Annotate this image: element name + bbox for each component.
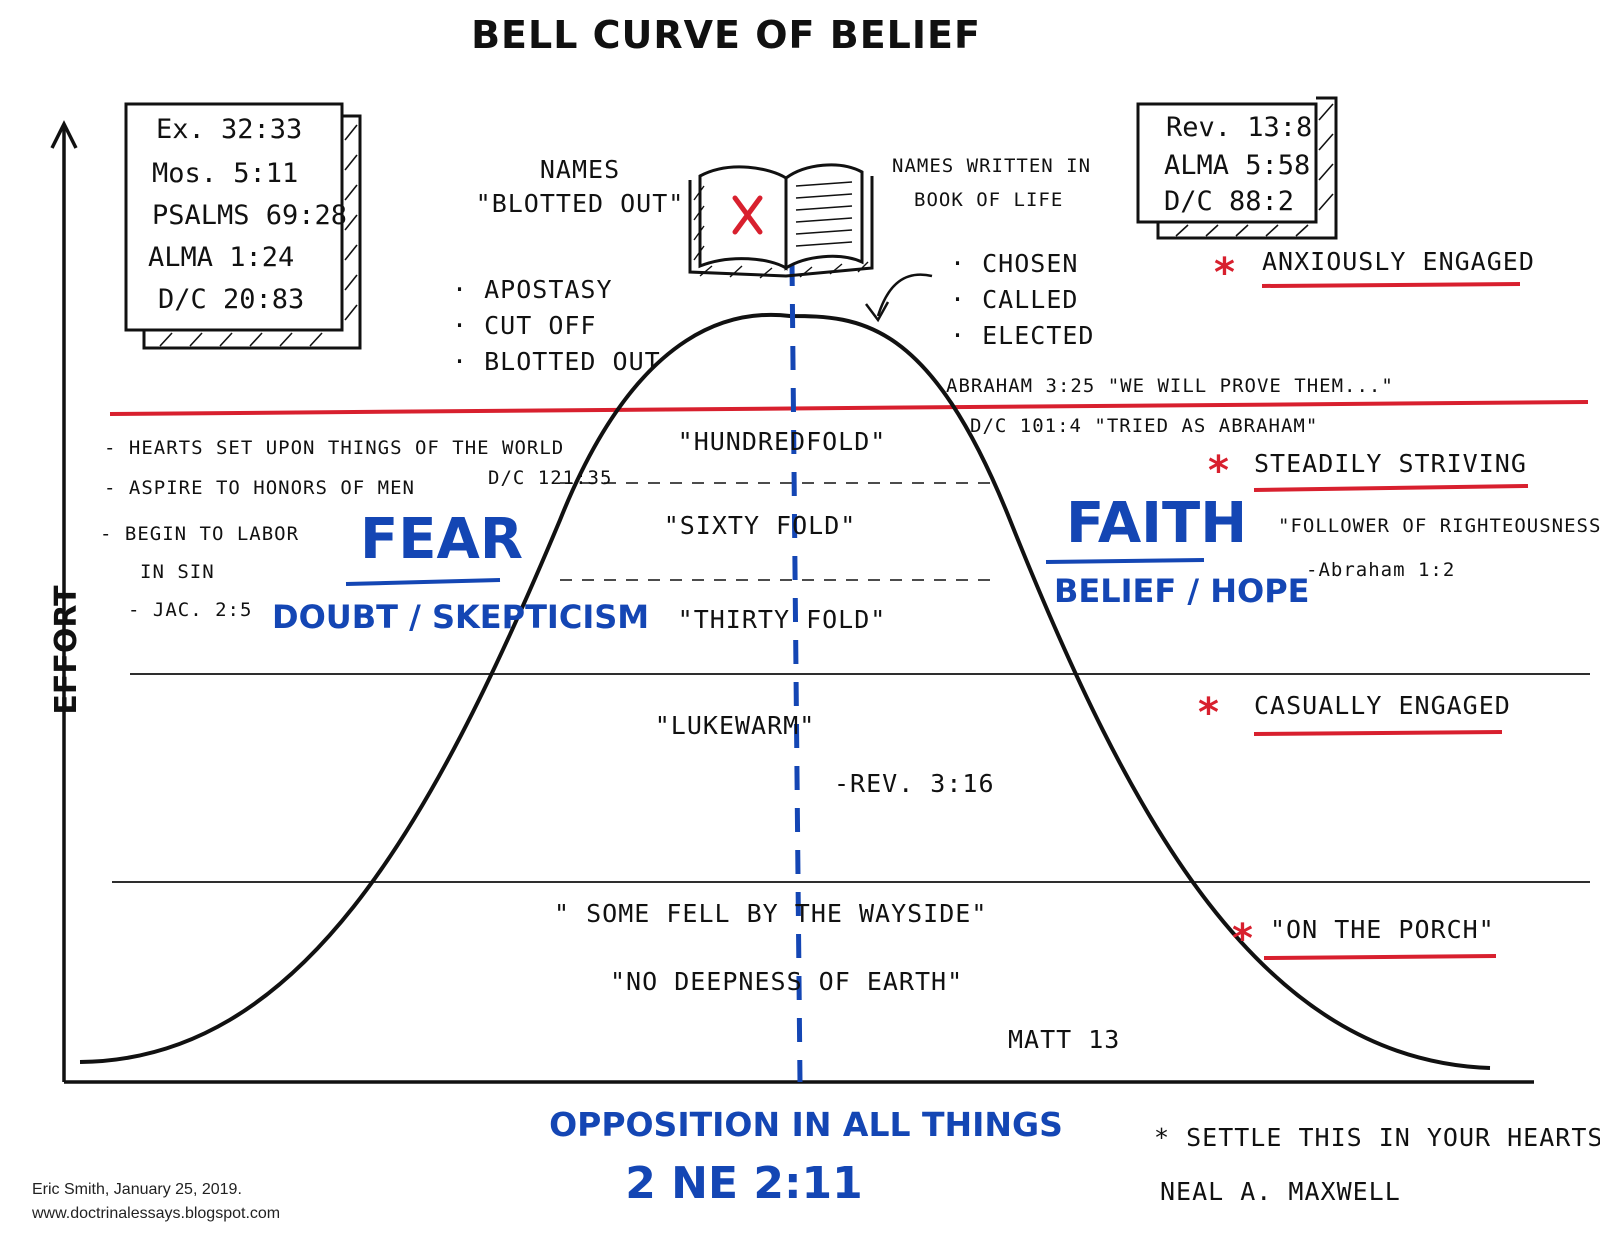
fear-label: FEAR xyxy=(360,507,523,572)
credit-line-1: Eric Smith, January 25, 2019. xyxy=(32,1181,242,1198)
axis-arrow-icon xyxy=(50,120,78,149)
wayside-quote: " SOME FELL BY THE WAYSIDE" xyxy=(554,899,987,928)
star-icon: * xyxy=(1232,916,1253,962)
left-ref-4: ALMA 1:24 xyxy=(148,242,294,273)
star-icon: * xyxy=(1214,250,1235,296)
belief-hope-label: BELIEF / HOPE xyxy=(1054,572,1310,610)
anxiously-underline xyxy=(1261,282,1521,288)
left-ref-3: PSALMS 69:28 xyxy=(152,200,347,231)
begin-labor-item: - BEGIN TO LABOR xyxy=(100,523,299,545)
left-ref-5: D/C 20:83 xyxy=(158,284,304,315)
anxiously-engaged-label: ANXIOUSLY ENGAGED xyxy=(1262,247,1535,276)
rev-ref: -REV. 3:16 xyxy=(834,769,995,798)
blotted-out-label: "BLOTTED OUT" xyxy=(476,189,685,218)
star-icon: * xyxy=(1198,690,1219,736)
doubt-skepticism-label: DOUBT / SKEPTICISM xyxy=(272,598,649,636)
sixtyfold-label: "SIXTY FOLD" xyxy=(664,511,857,540)
blotted-out-item: · BLOTTED OUT xyxy=(452,347,661,376)
on-the-porch-label: "ON THE PORCH" xyxy=(1270,915,1495,944)
chosen-item: · CHOSEN xyxy=(950,249,1078,278)
jac-ref: - JAC. 2:5 xyxy=(128,599,252,621)
follower-quote: "FOLLOWER OF RIGHTEOUSNESS" xyxy=(1278,515,1600,537)
lukewarm-label: "LUKEWARM" xyxy=(655,711,816,740)
dc-121-ref: D/C 121:35 xyxy=(488,467,612,489)
peak-arrow-icon xyxy=(876,273,933,317)
diagram-title: BELL CURVE OF BELIEF xyxy=(471,13,981,57)
names-label: NAMES xyxy=(540,155,620,184)
left-reference-box: Ex. 32:33 Mos. 5:11 PSALMS 69:28 ALMA 1:… xyxy=(124,102,362,350)
names-written-label: NAMES WRITTEN IN xyxy=(892,155,1091,177)
faith-label: FAITH xyxy=(1066,491,1247,556)
x-mark-icon xyxy=(732,195,763,235)
effort-axis: EFFORT xyxy=(49,120,84,1082)
thirtyfold-label: "THIRTY FOLD" xyxy=(678,605,887,634)
abraham-prove-line: ABRAHAM 3:25 "WE WILL PROVE THEM..." xyxy=(946,375,1394,397)
book-of-life-label: BOOK OF LIFE xyxy=(914,189,1063,211)
follower-ref: -Abraham 1:2 xyxy=(1306,559,1455,581)
opposition-label: OPPOSITION IN ALL THINGS xyxy=(549,1105,1063,1144)
settle-quote: * SETTLE THIS IN YOUR HEARTS xyxy=(1154,1123,1600,1152)
ne-ref-label: 2 NE 2:11 xyxy=(625,1158,863,1209)
hundredfold-label: "HUNDREDFOLD" xyxy=(678,427,887,456)
credit-line-2: www.doctrinalessays.blogspot.com xyxy=(31,1205,280,1222)
maxwell-attribution: NEAL A. MAXWELL xyxy=(1160,1177,1401,1206)
tried-as-abraham-line: D/C 101:4 "TRIED AS ABRAHAM" xyxy=(970,415,1318,437)
cut-off-item: · CUT OFF xyxy=(452,311,596,340)
porch-underline xyxy=(1263,954,1497,960)
casually-underline xyxy=(1253,730,1503,736)
right-reference-box: Rev. 13:8 ALMA 5:58 D/C 88:2 xyxy=(1136,96,1338,240)
called-item: · CALLED xyxy=(950,285,1078,314)
steadily-underline xyxy=(1253,484,1529,492)
right-ref-2: ALMA 5:58 xyxy=(1164,150,1310,181)
book-of-life-icon xyxy=(688,163,874,279)
bell-curve xyxy=(79,312,1491,1070)
effort-axis-label: EFFORT xyxy=(49,585,84,715)
faith-underline xyxy=(1045,558,1205,564)
aspire-honors-item: - ASPIRE TO HONORS OF MEN xyxy=(104,477,415,499)
right-ref-3: D/C 88:2 xyxy=(1164,186,1294,217)
steadily-striving-label: STEADILY STRIVING xyxy=(1254,449,1527,478)
red-threshold-line xyxy=(109,400,1589,416)
casually-engaged-label: CASUALLY ENGAGED xyxy=(1254,691,1511,720)
left-ref-2: Mos. 5:11 xyxy=(152,158,298,189)
right-ref-1: Rev. 13:8 xyxy=(1166,112,1312,143)
left-ref-1: Ex. 32:33 xyxy=(156,114,302,145)
fear-underline xyxy=(345,578,501,586)
center-dashed-line xyxy=(789,261,803,1083)
in-sin-item: IN SIN xyxy=(140,561,215,583)
star-icon: * xyxy=(1208,448,1229,494)
elected-item: · ELECTED xyxy=(950,321,1094,350)
matt-ref: MATT 13 xyxy=(1008,1025,1120,1054)
hearts-set-item: - HEARTS SET UPON THINGS OF THE WORLD xyxy=(104,437,564,459)
apostasy-item: · APOSTASY xyxy=(452,275,613,304)
deepness-quote: "NO DEEPNESS OF EARTH" xyxy=(610,967,963,996)
